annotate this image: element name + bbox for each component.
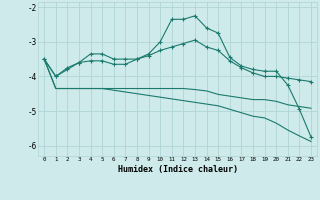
- X-axis label: Humidex (Indice chaleur): Humidex (Indice chaleur): [118, 165, 238, 174]
